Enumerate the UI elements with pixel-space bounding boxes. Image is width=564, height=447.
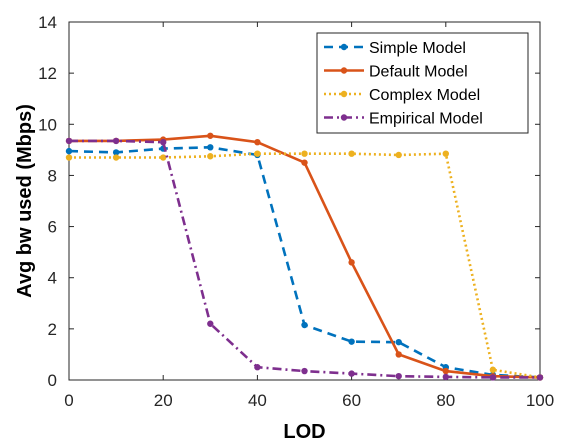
x-axis: 0 20 40 60 80 100 bbox=[64, 22, 554, 410]
data-point bbox=[348, 370, 355, 377]
legend-marker bbox=[340, 67, 348, 74]
legend-item: Default Model bbox=[324, 64, 468, 81]
data-point bbox=[207, 153, 214, 160]
data-point bbox=[301, 150, 308, 157]
x-tick-label: 60 bbox=[342, 391, 361, 410]
data-point bbox=[112, 149, 120, 156]
y-tick-label: 6 bbox=[48, 218, 57, 237]
legend-label: Empirical Model bbox=[369, 111, 483, 128]
data-point bbox=[112, 137, 120, 145]
series-complex-model bbox=[65, 150, 544, 381]
data-point bbox=[348, 259, 355, 266]
legend: Simple Model Default Model Complex Model Em… bbox=[316, 32, 529, 134]
series-layer bbox=[65, 132, 544, 381]
x-axis-label: LOD bbox=[283, 421, 325, 443]
data-point bbox=[442, 367, 449, 375]
data-point bbox=[301, 159, 308, 166]
data-point bbox=[65, 137, 73, 145]
legend-marker bbox=[340, 90, 348, 98]
legend-item: Empirical Model bbox=[324, 111, 483, 128]
x-tick-label: 100 bbox=[526, 391, 554, 410]
series-line bbox=[68, 146, 541, 379]
legend-marker bbox=[340, 114, 348, 121]
series-line bbox=[69, 134, 541, 379]
y-tick-label: 0 bbox=[48, 371, 57, 390]
data-point bbox=[301, 367, 308, 375]
data-point bbox=[442, 373, 449, 381]
data-point bbox=[348, 338, 355, 345]
x-tick-label: 40 bbox=[248, 391, 267, 410]
legend-label: Default Model bbox=[369, 64, 468, 81]
y-tick-label: 2 bbox=[48, 320, 57, 339]
data-point bbox=[207, 132, 214, 139]
legend-item: Simple Model bbox=[324, 40, 466, 57]
data-point bbox=[112, 154, 120, 161]
data-point bbox=[489, 374, 497, 381]
y-tick-label: 14 bbox=[38, 13, 57, 32]
legend-label: Complex Model bbox=[369, 87, 480, 104]
data-point bbox=[254, 364, 261, 371]
data-point bbox=[254, 138, 261, 146]
data-point bbox=[395, 338, 402, 346]
data-point bbox=[442, 150, 449, 157]
y-tick-label: 10 bbox=[38, 115, 57, 134]
data-point bbox=[395, 151, 402, 159]
series-line bbox=[69, 152, 541, 379]
y-axis: 0 2 4 6 8 10 12 14 bbox=[38, 13, 540, 390]
data-point bbox=[489, 366, 497, 373]
data-point bbox=[254, 150, 261, 157]
data-point bbox=[207, 320, 214, 327]
data-point bbox=[536, 374, 544, 381]
series-simple-model bbox=[65, 144, 544, 381]
data-point bbox=[348, 150, 355, 157]
data-point bbox=[395, 351, 402, 358]
data-point bbox=[301, 321, 308, 329]
data-point bbox=[65, 154, 73, 161]
plot-frame bbox=[68, 21, 541, 381]
data-point bbox=[160, 138, 167, 146]
legend-item: Complex Model bbox=[324, 87, 480, 104]
x-tick-label: 80 bbox=[436, 391, 455, 410]
legend-box bbox=[316, 32, 529, 134]
y-tick-label: 4 bbox=[48, 269, 57, 288]
data-point bbox=[65, 147, 73, 155]
x-tick-label: 0 bbox=[64, 391, 73, 410]
x-tick-label: 20 bbox=[154, 391, 173, 410]
plot-area bbox=[68, 21, 541, 381]
y-tick-label: 8 bbox=[48, 166, 57, 185]
series-default-model bbox=[65, 132, 544, 381]
series-line bbox=[69, 139, 540, 379]
legend-label: Simple Model bbox=[369, 40, 466, 57]
y-axis-label: Avg bw used (Mbps) bbox=[14, 104, 36, 298]
y-tick-label: 12 bbox=[38, 64, 57, 83]
series-empirical-model bbox=[65, 137, 544, 381]
legend-marker bbox=[340, 43, 348, 51]
data-point bbox=[207, 144, 214, 151]
data-point bbox=[395, 372, 402, 380]
data-point bbox=[160, 154, 167, 161]
